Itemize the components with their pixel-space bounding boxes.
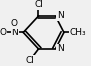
Text: O: O (0, 28, 6, 37)
Text: N: N (57, 11, 63, 20)
Text: Cl: Cl (26, 56, 34, 65)
Text: N: N (57, 44, 63, 53)
Text: O: O (10, 19, 17, 28)
Text: N: N (11, 28, 18, 37)
Text: Cl: Cl (34, 0, 43, 9)
Text: CH₃: CH₃ (70, 28, 87, 37)
